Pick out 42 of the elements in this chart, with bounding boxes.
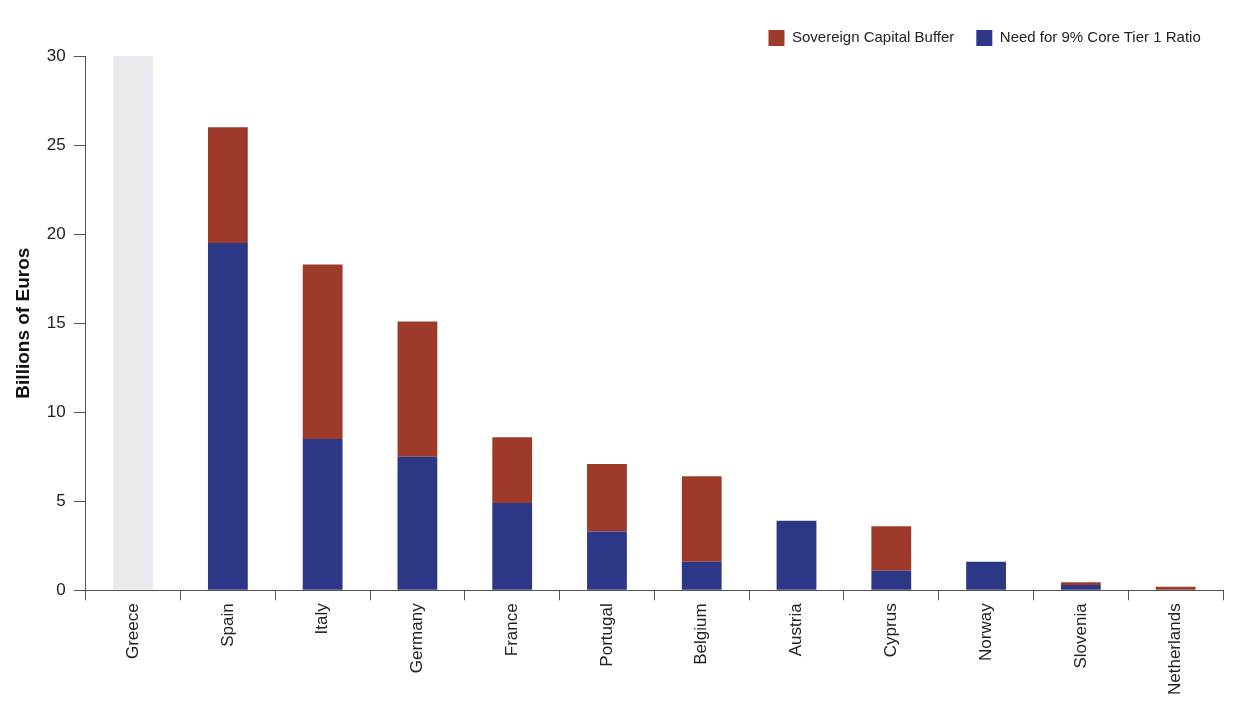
x-tick-label: Italy [312, 602, 332, 635]
bar [966, 561, 1006, 590]
x-tick-label: Spain [217, 603, 237, 647]
bar [1060, 584, 1101, 590]
x-tick-label: Greece [122, 603, 142, 660]
y-tick-label: 20 [46, 223, 66, 243]
y-tick-label: 15 [46, 312, 66, 332]
y-tick-label: 30 [46, 45, 66, 65]
x-tick-label: Norway [975, 602, 995, 661]
bar [397, 321, 438, 457]
bar [1155, 586, 1196, 590]
y-tick-label: 10 [46, 401, 66, 421]
bar [1060, 582, 1101, 585]
y-tick-label: 25 [46, 134, 66, 154]
bar [302, 438, 343, 590]
bar [397, 456, 438, 590]
bar [587, 463, 627, 532]
bar [681, 561, 722, 590]
x-tick-label: Netherlands [1165, 603, 1185, 696]
x-tick-label: Cyprus [880, 603, 900, 658]
x-tick-label: Austria [786, 602, 806, 657]
bar [492, 503, 533, 590]
bar [302, 264, 343, 439]
bar [776, 520, 817, 590]
bar [207, 243, 248, 590]
y-tick-label: 5 [56, 490, 66, 510]
y-axis-title: Billions of Euros [11, 247, 33, 399]
x-tick-label: Belgium [691, 603, 711, 665]
bar [113, 56, 153, 590]
bar [871, 570, 912, 590]
bar [871, 526, 912, 571]
y-tick-label: 0 [56, 580, 66, 600]
x-tick-label: Germany [407, 602, 427, 674]
x-tick-label: Slovenia [1070, 602, 1090, 669]
x-tick-label: France [501, 603, 521, 657]
legend-label: Need for 9% Core Tier 1 Ratio [999, 28, 1201, 46]
x-tick-label: Portugal [596, 603, 616, 667]
bar [207, 127, 248, 244]
bar [681, 476, 722, 562]
legend-label: Sovereign Capital Buffer [791, 28, 955, 46]
bar [587, 531, 627, 590]
bar [492, 437, 533, 504]
